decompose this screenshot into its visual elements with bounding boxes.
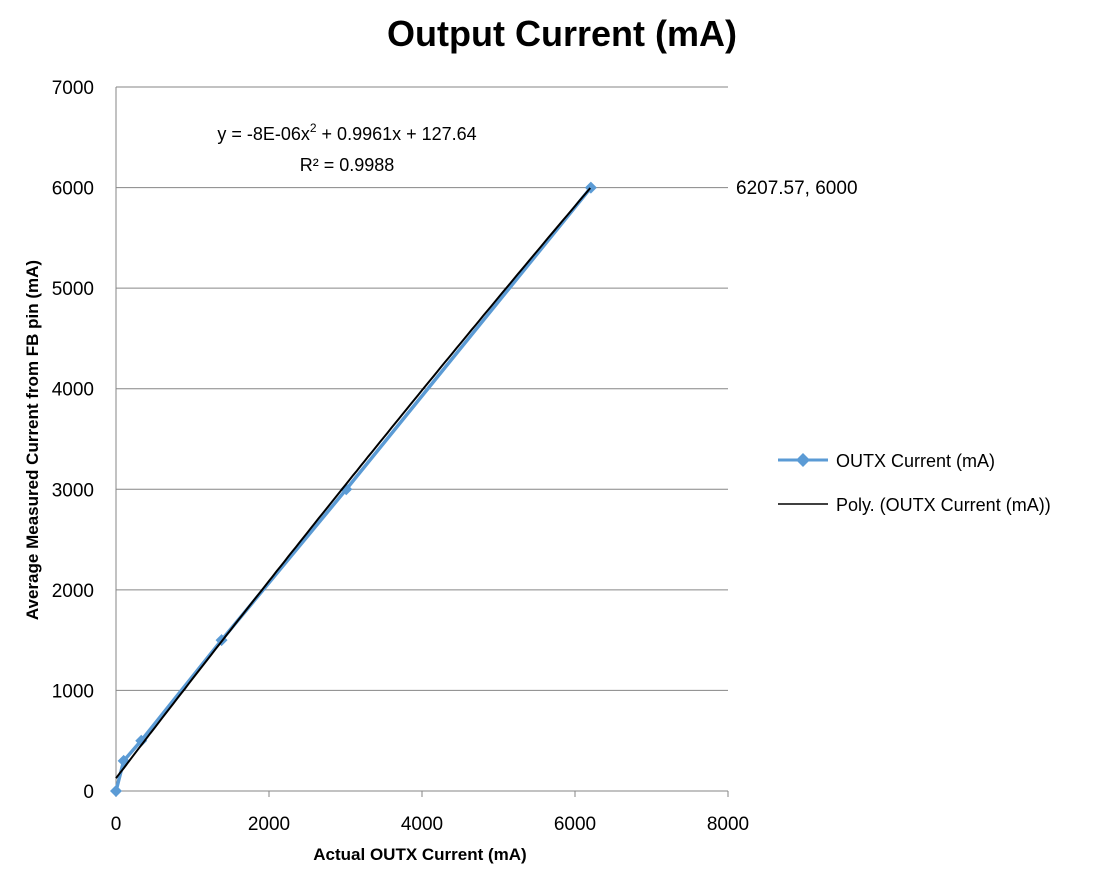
data-point-2 (135, 734, 148, 747)
legend-diamond-marker (796, 453, 810, 467)
x-tick-labels: 0 2000 4000 6000 8000 (111, 814, 749, 835)
y-tick-labels: 0 1000 2000 3000 4000 5000 6000 7000 (52, 78, 94, 803)
y-tick-label-0: 0 (83, 782, 94, 803)
trendline-r-squared: R² = 0.9988 (300, 155, 395, 175)
y-tick-label-5000: 5000 (52, 279, 94, 300)
legend-label-outx-current: OUTX Current (mA) (836, 451, 995, 471)
x-tick-label-4000: 4000 (401, 814, 443, 835)
y-tick-label-2000: 2000 (52, 581, 94, 602)
axes (115, 87, 729, 797)
trendline-equation: y = -8E-06x2 + 0.9961x + 127.64 (217, 121, 476, 144)
x-tick-label-6000: 6000 (554, 814, 596, 835)
legend-label-poly-trendline: Poly. (OUTX Current (mA)) (836, 495, 1051, 515)
equation-exponent: 2 (310, 121, 317, 135)
trendline (115, 187, 592, 779)
y-tick-label-1000: 1000 (52, 681, 94, 702)
x-axis-label: Actual OUTX Current (mA) (313, 845, 526, 864)
y-tick-label-7000: 7000 (52, 78, 94, 99)
series-line (114, 186, 593, 792)
y-tick-label-4000: 4000 (52, 380, 94, 401)
equation-prefix: y = -8E-06x (217, 124, 310, 144)
y-axis-label: Average Measured Current from FB pin (mA… (23, 260, 42, 620)
chart-title: Output Current (mA) (387, 13, 737, 54)
x-tick-label-2000: 2000 (248, 814, 290, 835)
legend-entry-outx-current: OUTX Current (mA) (778, 451, 995, 471)
data-label-last-point: 6207.57, 6000 (736, 178, 858, 199)
legend: OUTX Current (mA) Poly. (OUTX Current (m… (778, 451, 1051, 515)
x-tick-label-8000: 8000 (707, 814, 749, 835)
equation-suffix: + 0.9961x + 127.64 (317, 124, 477, 144)
grid-lines (116, 86, 728, 691)
y-tick-label-3000: 3000 (52, 480, 94, 501)
data-point-0 (110, 785, 122, 797)
y-tick-label-6000: 6000 (52, 179, 94, 200)
x-tick-label-0: 0 (111, 814, 122, 835)
legend-entry-poly-trendline: Poly. (OUTX Current (mA)) (778, 495, 1051, 515)
trendline-curve (115, 187, 592, 779)
